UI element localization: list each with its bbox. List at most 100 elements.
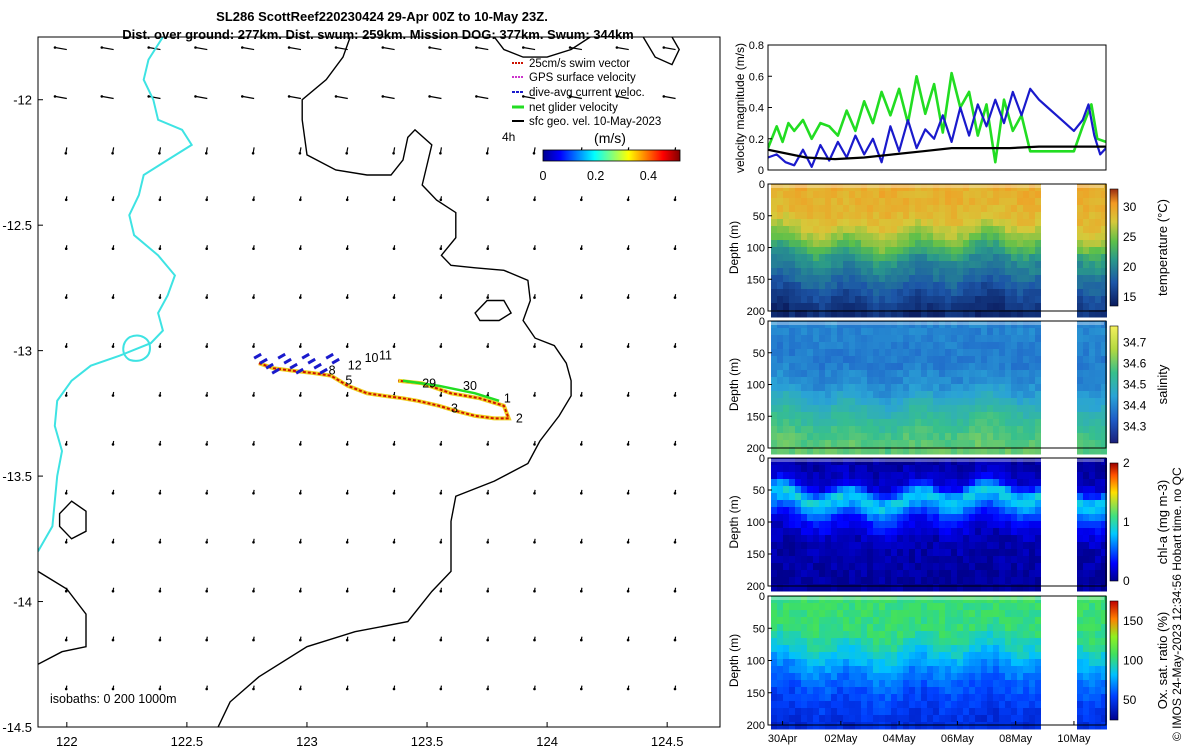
section-cell <box>879 447 885 455</box>
section-cell <box>903 212 909 220</box>
section-cell <box>939 507 945 515</box>
section-cell <box>969 584 975 592</box>
section-cell <box>969 212 975 220</box>
section-cell <box>1077 479 1083 487</box>
section-cell <box>819 433 825 441</box>
current-vector-head <box>580 198 583 202</box>
section-cell <box>771 535 777 543</box>
section-cell <box>831 694 837 702</box>
section-cell <box>927 233 933 241</box>
section-cell <box>939 191 945 199</box>
section-cell <box>945 212 951 220</box>
section-cell <box>927 282 933 290</box>
section-cell <box>915 659 921 667</box>
section-cell <box>939 542 945 550</box>
section-cell <box>789 321 795 329</box>
section-cell <box>885 465 891 473</box>
section-cell <box>849 282 855 290</box>
current-vector <box>569 95 583 100</box>
section-cell <box>921 219 927 227</box>
section-cell <box>837 310 843 318</box>
section-cell <box>855 247 861 255</box>
section-cell <box>777 426 783 434</box>
section-cell <box>789 624 795 632</box>
section-xtick-label: 06May <box>941 733 975 745</box>
section-cell <box>969 419 975 427</box>
section-cell <box>783 356 789 364</box>
section-cell <box>801 570 807 578</box>
section-cell <box>1101 349 1107 357</box>
section-cell <box>1083 701 1089 709</box>
section-cell <box>849 715 855 723</box>
section-colorbar-tick-label: 15 <box>1123 290 1137 304</box>
section-cell <box>1095 652 1101 660</box>
current-vector <box>101 46 114 51</box>
section-cell <box>843 617 849 625</box>
section-cell <box>1077 391 1083 399</box>
section-cell <box>939 384 945 392</box>
section-cell <box>963 440 969 448</box>
section-cell <box>987 398 993 406</box>
section-cell <box>969 254 975 262</box>
section-cell <box>855 701 861 709</box>
section-cell <box>933 254 939 262</box>
section-cell <box>891 377 897 385</box>
section-cell <box>867 296 873 304</box>
section-cell <box>849 542 855 550</box>
section-cell <box>867 577 873 585</box>
section-cell <box>783 377 789 385</box>
section-cell <box>861 240 867 248</box>
section-cell <box>1017 521 1023 529</box>
section-cell <box>855 447 861 455</box>
section-cell <box>975 219 981 227</box>
section-cell <box>801 652 807 660</box>
section-cell <box>897 528 903 536</box>
section-cell <box>933 659 939 667</box>
section-cell <box>855 433 861 441</box>
section-cell <box>951 528 957 536</box>
section-cell <box>981 549 987 557</box>
section-cell <box>1011 528 1017 536</box>
section-cell <box>807 321 813 329</box>
section-cell <box>993 577 999 585</box>
section-cell <box>795 310 801 318</box>
section-cell <box>885 666 891 674</box>
section-cell <box>885 521 891 529</box>
section-cell <box>801 370 807 378</box>
section-cell <box>1077 458 1083 466</box>
section-cell <box>843 240 849 248</box>
section-cell <box>1029 321 1035 329</box>
section-cell <box>939 233 945 241</box>
section-cell <box>843 447 849 455</box>
current-vector-head <box>252 296 255 299</box>
section-cell <box>939 321 945 329</box>
section-cell <box>1023 184 1029 192</box>
section-ytick-label: 200 <box>747 306 765 318</box>
section-cell <box>849 303 855 311</box>
section-cell <box>861 426 867 434</box>
section-cell <box>771 652 777 660</box>
section-xtick-label: 08May <box>999 733 1033 745</box>
section-cell <box>981 233 987 241</box>
section-cell <box>795 521 801 529</box>
section-cell <box>807 472 813 480</box>
section-cell <box>1083 493 1089 501</box>
section-cell <box>903 570 909 578</box>
section-cell <box>1035 198 1041 206</box>
section-cell <box>963 535 969 543</box>
section-cell <box>1023 694 1029 702</box>
section-ytick-label: 150 <box>747 411 765 423</box>
section-cell <box>867 419 873 427</box>
section-cell <box>981 638 987 646</box>
section-cell <box>915 528 921 536</box>
section-cell <box>771 486 777 494</box>
section-cell <box>969 521 975 529</box>
section-cell <box>1035 584 1041 592</box>
section-cell <box>903 282 909 290</box>
section-cell <box>879 458 885 466</box>
current-vector-head <box>392 589 396 593</box>
section-cell <box>903 289 909 297</box>
current-vector-head <box>580 394 583 397</box>
section-cell <box>957 666 963 674</box>
section-cell <box>927 335 933 343</box>
